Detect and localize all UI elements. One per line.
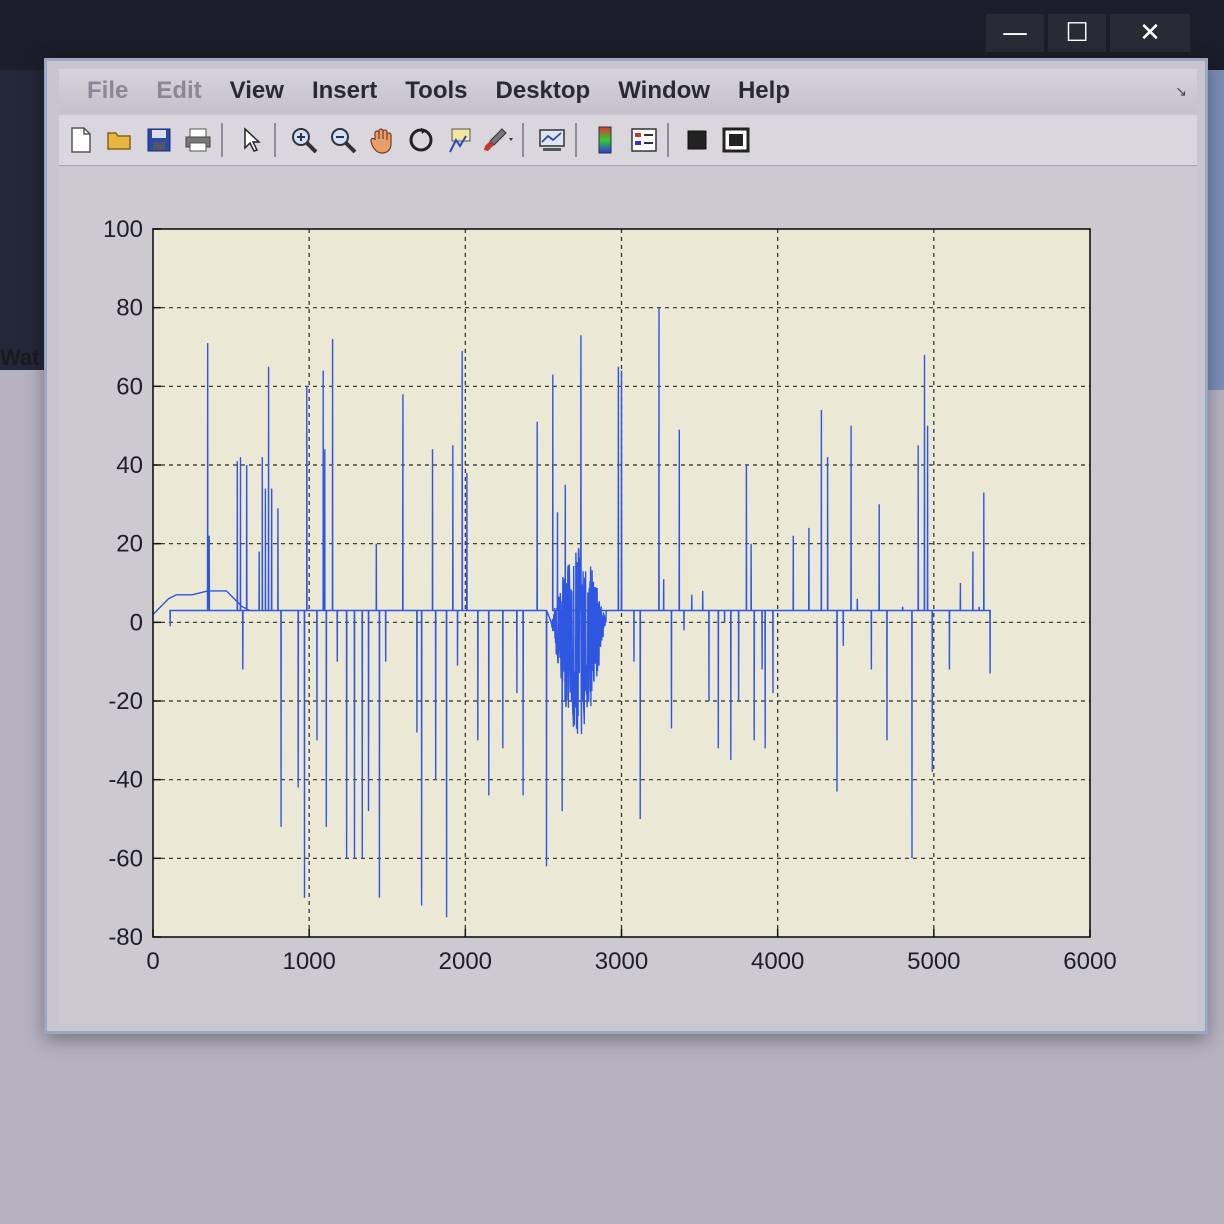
y-tick-label: -40 xyxy=(108,767,143,794)
x-tick-label: 0 xyxy=(146,948,159,975)
y-tick-label: 100 xyxy=(103,216,143,243)
save-icon[interactable] xyxy=(142,123,176,157)
link-plot-icon[interactable] xyxy=(535,123,569,157)
y-tick-label: 80 xyxy=(116,295,143,322)
close-button[interactable]: ✕ xyxy=(1110,14,1190,52)
menu-edit[interactable]: Edit xyxy=(156,77,202,104)
menu-file[interactable]: File xyxy=(87,77,129,104)
maximize-button[interactable]: ☐ xyxy=(1048,14,1106,52)
brush-icon[interactable] xyxy=(482,123,516,157)
window-controls: — ☐ ✕ xyxy=(986,14,1196,52)
toolbar-separator xyxy=(274,123,276,157)
menu-desktop[interactable]: Desktop xyxy=(495,77,591,104)
print-icon[interactable] xyxy=(181,123,215,157)
y-tick-label: -80 xyxy=(108,924,143,951)
menu-window[interactable]: Window xyxy=(618,77,710,104)
x-tick-label: 1000 xyxy=(282,948,335,975)
toolbar-separator xyxy=(575,123,577,157)
hide-plot-tools-icon[interactable] xyxy=(680,123,714,157)
legend-icon[interactable] xyxy=(627,123,661,157)
x-tick-label: 3000 xyxy=(595,948,648,975)
x-tick-label: 4000 xyxy=(751,948,804,975)
background-window-text: Wat xyxy=(0,345,40,370)
zoom-in-icon[interactable] xyxy=(287,123,321,157)
pan-icon[interactable] xyxy=(365,123,399,157)
figure-toolbar xyxy=(59,115,1197,166)
x-tick-label: 6000 xyxy=(1063,948,1116,975)
new-figure-icon[interactable] xyxy=(64,123,98,157)
menu-bar: File Edit View Insert Tools Desktop Wind… xyxy=(59,69,1197,113)
figure-window: File Edit View Insert Tools Desktop Wind… xyxy=(44,58,1208,1034)
pointer-icon[interactable] xyxy=(234,123,268,157)
rotate-3d-icon[interactable] xyxy=(404,123,438,157)
menu-dock-icon[interactable]: ↘ xyxy=(1175,83,1187,99)
data-cursor-icon[interactable] xyxy=(443,123,477,157)
series-line xyxy=(152,307,991,918)
x-tick-label: 2000 xyxy=(439,948,492,975)
menu-help[interactable]: Help xyxy=(737,77,790,104)
y-tick-label: 20 xyxy=(116,531,143,558)
y-tick-label: -60 xyxy=(108,845,143,872)
toolbar-separator xyxy=(221,123,223,157)
open-file-icon[interactable] xyxy=(103,123,137,157)
y-tick-label: 40 xyxy=(116,452,143,479)
line-plot[interactable]: 0 1000 2000 3000 4000 5000 6000 100 80 60 40 20 0 -20… xyxy=(59,167,1197,1025)
y-tick-label: 60 xyxy=(116,373,143,400)
y-tick-label: -20 xyxy=(108,688,143,715)
figure-area: 0 1000 2000 3000 4000 5000 6000 100 80 60 40 20 0 -20… xyxy=(59,167,1197,1025)
toolbar-separator xyxy=(522,123,524,157)
minimize-button[interactable]: — xyxy=(986,14,1044,52)
background-window-edge xyxy=(0,70,48,370)
menu-insert[interactable]: Insert xyxy=(311,77,378,104)
y-tick-label: 0 xyxy=(130,609,143,636)
x-tick-label: 5000 xyxy=(907,948,960,975)
colorbar-icon[interactable] xyxy=(588,123,622,157)
menu-tools[interactable]: Tools xyxy=(405,77,468,104)
toolbar-separator xyxy=(667,123,669,157)
show-plot-tools-icon[interactable] xyxy=(719,123,753,157)
menu-view[interactable]: View xyxy=(229,77,284,104)
zoom-out-icon[interactable] xyxy=(326,123,360,157)
